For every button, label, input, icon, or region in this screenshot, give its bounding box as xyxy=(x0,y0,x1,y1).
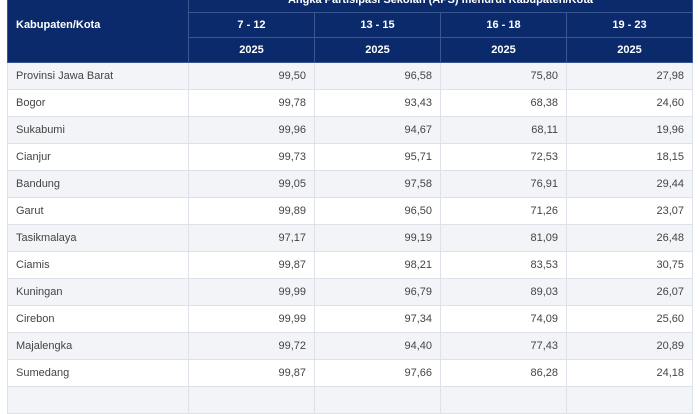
table-row: Bandung 99,05 97,58 76,91 29,44 xyxy=(7,170,693,198)
region-name: Tasikmalaya xyxy=(7,224,189,252)
table-row: Sumedang 99,87 97,66 86,28 24,18 xyxy=(7,359,693,387)
region-name: Provinsi Jawa Barat xyxy=(7,62,189,90)
aps-value: 95,71 xyxy=(314,143,441,171)
aps-value: 27,98 xyxy=(566,62,693,90)
empty-cell xyxy=(188,386,315,414)
aps-value: 97,17 xyxy=(188,224,315,252)
empty-cell xyxy=(314,386,441,414)
column-header-year[interactable]: 2025 xyxy=(188,37,315,63)
aps-value: 89,03 xyxy=(440,278,567,306)
column-header-age-group[interactable]: 16 - 18 xyxy=(440,12,567,38)
table-row: Ciamis 99,87 98,21 83,53 30,75 xyxy=(7,251,693,279)
region-name: Sumedang xyxy=(7,359,189,387)
aps-value: 96,79 xyxy=(314,278,441,306)
table-row: Cirebon 99,99 97,34 74,09 25,60 xyxy=(7,305,693,333)
table-title: Angka Partisipasi Sekolah (APS) menurut … xyxy=(188,0,693,13)
table-row: Kuningan 99,99 96,79 89,03 26,07 xyxy=(7,278,693,306)
aps-value: 29,44 xyxy=(566,170,693,198)
region-name: Garut xyxy=(7,197,189,225)
aps-value: 77,43 xyxy=(440,332,567,360)
column-header-age-group[interactable]: 13 - 15 xyxy=(314,12,441,38)
column-header-age-group[interactable]: 7 - 12 xyxy=(188,12,315,38)
table-row: Cianjur 99,73 95,71 72,53 18,15 xyxy=(7,143,693,171)
aps-value: 24,18 xyxy=(566,359,693,387)
empty-cell xyxy=(440,386,567,414)
table-row: Sukabumi 99,96 94,67 68,11 19,96 xyxy=(7,116,693,144)
column-header-year[interactable]: 2025 xyxy=(440,37,567,63)
table-row: Bogor 99,78 93,43 68,38 24,60 xyxy=(7,89,693,117)
aps-value: 99,19 xyxy=(314,224,441,252)
aps-value: 68,38 xyxy=(440,89,567,117)
aps-value: 72,53 xyxy=(440,143,567,171)
aps-value: 99,99 xyxy=(188,305,315,333)
region-name: Kuningan xyxy=(7,278,189,306)
aps-value: 20,89 xyxy=(566,332,693,360)
empty-cell xyxy=(566,386,693,414)
aps-value: 24,60 xyxy=(566,89,693,117)
aps-value: 75,80 xyxy=(440,62,567,90)
aps-value: 99,87 xyxy=(188,251,315,279)
aps-value: 99,89 xyxy=(188,197,315,225)
aps-value: 97,58 xyxy=(314,170,441,198)
aps-value: 94,67 xyxy=(314,116,441,144)
region-name: Bogor xyxy=(7,89,189,117)
region-name: Bandung xyxy=(7,170,189,198)
column-header-year[interactable]: 2025 xyxy=(314,37,441,63)
region-name: Majalengka xyxy=(7,332,189,360)
aps-value: 99,05 xyxy=(188,170,315,198)
aps-value: 99,50 xyxy=(188,62,315,90)
aps-value: 30,75 xyxy=(566,251,693,279)
aps-value: 81,09 xyxy=(440,224,567,252)
aps-value: 99,96 xyxy=(188,116,315,144)
table-row: Provinsi Jawa Barat 99,50 96,58 75,80 27,98 xyxy=(7,62,693,90)
aps-value: 74,09 xyxy=(440,305,567,333)
aps-table: Kabupaten/Kota Angka Partisipasi Sekolah… xyxy=(7,0,693,414)
aps-value: 99,73 xyxy=(188,143,315,171)
region-name: Sukabumi xyxy=(7,116,189,144)
aps-value: 97,34 xyxy=(314,305,441,333)
aps-value: 97,66 xyxy=(314,359,441,387)
table-row: Tasikmalaya 97,17 99,19 81,09 26,48 xyxy=(7,224,693,252)
region-name: Cirebon xyxy=(7,305,189,333)
aps-value: 96,58 xyxy=(314,62,441,90)
aps-value: 99,72 xyxy=(188,332,315,360)
aps-value: 68,11 xyxy=(440,116,567,144)
aps-value: 26,48 xyxy=(566,224,693,252)
aps-value: 99,99 xyxy=(188,278,315,306)
aps-value: 19,96 xyxy=(566,116,693,144)
aps-value: 23,07 xyxy=(566,197,693,225)
table-row: Majalengka 99,72 94,40 77,43 20,89 xyxy=(7,332,693,360)
aps-value: 94,40 xyxy=(314,332,441,360)
aps-value: 96,50 xyxy=(314,197,441,225)
aps-value: 99,87 xyxy=(188,359,315,387)
aps-value: 99,78 xyxy=(188,89,315,117)
region-name: Ciamis xyxy=(7,251,189,279)
aps-value: 18,15 xyxy=(566,143,693,171)
region-name: Cianjur xyxy=(7,143,189,171)
column-header-year[interactable]: 2025 xyxy=(566,37,693,63)
aps-value: 83,53 xyxy=(440,251,567,279)
column-header-kabupaten[interactable]: Kabupaten/Kota xyxy=(7,0,189,63)
aps-value: 25,60 xyxy=(566,305,693,333)
aps-value: 76,91 xyxy=(440,170,567,198)
column-header-age-group[interactable]: 19 - 23 xyxy=(566,12,693,38)
aps-value: 26,07 xyxy=(566,278,693,306)
aps-value: 98,21 xyxy=(314,251,441,279)
table-row-partial xyxy=(7,386,693,414)
aps-value: 93,43 xyxy=(314,89,441,117)
table-row: Garut 99,89 96,50 71,26 23,07 xyxy=(7,197,693,225)
aps-value: 86,28 xyxy=(440,359,567,387)
empty-cell xyxy=(7,386,189,414)
aps-value: 71,26 xyxy=(440,197,567,225)
